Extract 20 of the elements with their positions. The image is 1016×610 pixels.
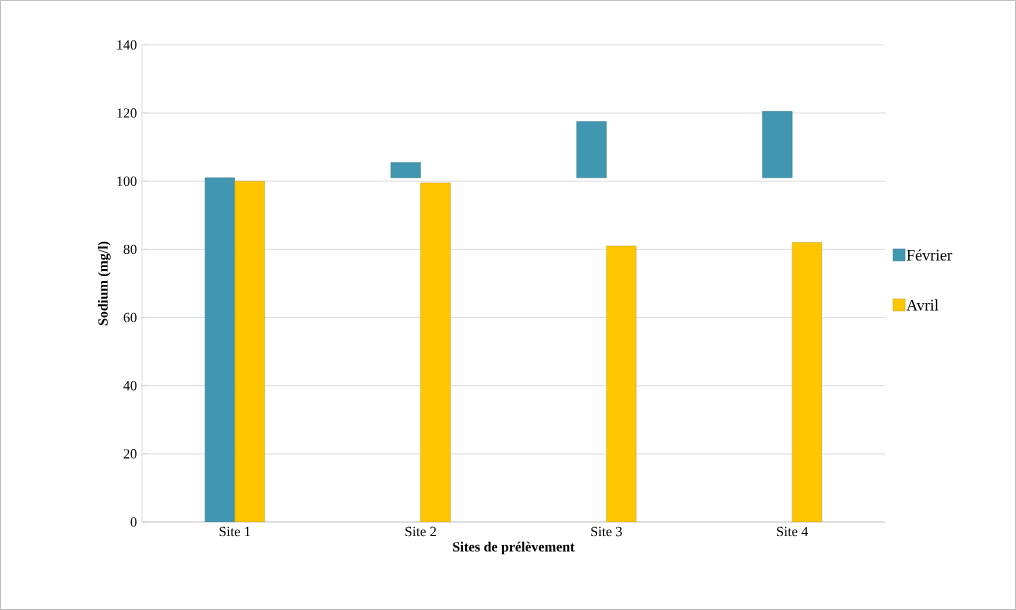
x-tick-label: Site 1 [219,526,251,537]
legend-label: Avril [906,299,939,311]
bar [390,162,421,179]
x-tick-label: Site 2 [405,526,436,537]
y-tick-label: 140 [117,40,137,50]
y-tick-label: 60 [123,312,137,323]
y-tick-label: 20 [123,449,137,459]
legend-label: Février [906,249,953,261]
x-tick-label: Site 3 [591,526,622,537]
bar [420,182,451,523]
bar [576,121,607,179]
y-axis-title: Sodium (mg/l) [97,241,111,326]
x-tick-label: Site 4 [777,526,809,537]
y-tick-label: 120 [117,108,137,118]
y-tick-label: 0 [130,517,137,527]
x-axis-title: Sites de prélèvement [453,541,575,555]
bar [762,111,793,179]
y-tick-label: 100 [117,176,137,186]
y-tick-label: 40 [123,381,137,391]
y-tick-label: 80 [123,244,137,255]
